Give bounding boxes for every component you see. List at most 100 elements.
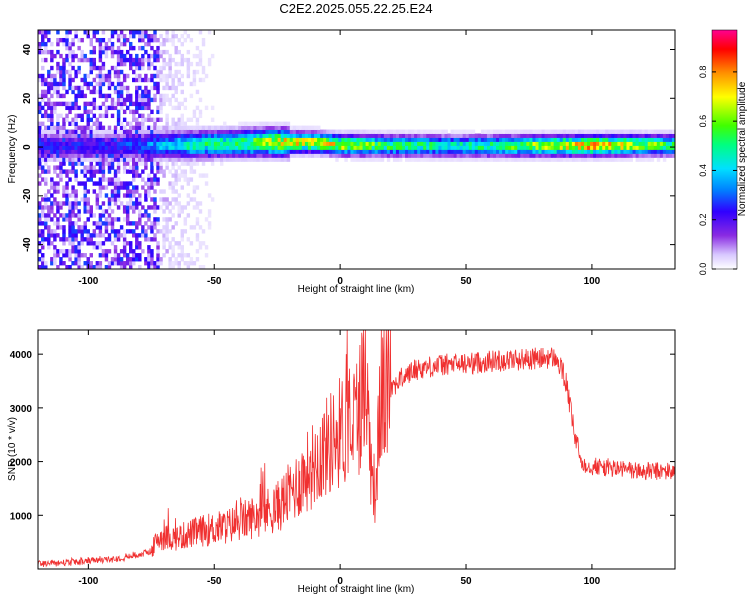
heatmap-cell — [107, 221, 112, 226]
heatmap-cell — [95, 193, 100, 198]
heatmap-cell — [226, 149, 230, 154]
heatmap-cell — [347, 137, 351, 142]
heatmap-cell — [107, 237, 112, 242]
heatmap-cell — [477, 153, 482, 158]
heatmap-cell — [122, 153, 127, 158]
heatmap-cell — [59, 81, 63, 87]
heatmap-cell — [150, 77, 154, 83]
heatmap-cell — [347, 129, 351, 134]
heatmap-cell — [92, 265, 97, 269]
heatmap-cell — [274, 137, 279, 142]
heatmap-cell — [602, 129, 606, 134]
heatmap-cell — [529, 141, 533, 146]
heatmap-cell — [556, 137, 561, 142]
heatmap-cell — [147, 141, 151, 146]
heatmap-cell — [71, 117, 75, 123]
heatmap-cell — [150, 117, 154, 123]
heatmap-cell — [311, 153, 315, 158]
heatmap-cell — [62, 101, 66, 107]
heatmap-cell — [53, 101, 57, 107]
heatmap-cell — [141, 121, 145, 126]
heatmap-cell — [216, 137, 221, 142]
heatmap-cell — [80, 93, 84, 99]
heatmap-cell — [441, 141, 445, 146]
heatmap-cell — [314, 125, 318, 130]
heatmap-cell — [86, 129, 90, 134]
heatmap-cell — [514, 145, 518, 150]
heatmap-cell — [122, 57, 127, 63]
heatmap-cell — [113, 105, 118, 111]
heatmap-cell — [129, 197, 133, 202]
heatmap-cell — [574, 157, 579, 162]
heatmap-cell — [138, 125, 142, 130]
heatmap-cell — [335, 137, 339, 142]
heatmap-cell — [141, 105, 145, 111]
heatmap-cell — [159, 125, 163, 130]
heatmap-cell — [56, 121, 60, 126]
heatmap-cell — [629, 157, 633, 162]
heatmap-cell — [144, 237, 148, 242]
heatmap-cell — [210, 117, 215, 123]
heatmap-cell — [426, 145, 430, 150]
heatmap-cell — [371, 145, 376, 150]
heatmap-cell — [62, 241, 66, 246]
heatmap-cell — [125, 229, 130, 234]
heatmap-cell — [41, 133, 45, 138]
heatmap-cell — [456, 137, 461, 142]
heatmap-cell — [304, 137, 309, 142]
heatmap-cell — [65, 213, 69, 218]
heatmap-cell — [411, 141, 415, 146]
heatmap-cell — [156, 89, 160, 95]
heatmap-cell — [74, 137, 78, 142]
heatmap-cell — [256, 129, 260, 134]
heatmap-cell — [122, 233, 127, 238]
heatmap-cell — [523, 137, 527, 142]
heatmap-cell — [456, 141, 461, 146]
heatmap-cell — [350, 129, 354, 134]
heatmap-cell — [362, 145, 366, 150]
heatmap-cell — [432, 157, 436, 162]
heatmap-cell — [168, 125, 172, 130]
heatmap-cell — [174, 69, 178, 75]
heatmap-cell — [101, 221, 106, 226]
heatmap-cell — [177, 201, 181, 206]
heatmap-cell — [444, 129, 448, 134]
heatmap-cell — [125, 137, 130, 142]
heatmap-cell — [411, 129, 415, 134]
heatmap-cell — [344, 149, 348, 154]
heatmap-cell — [92, 105, 97, 111]
heatmap-cell — [159, 53, 163, 59]
heatmap-cell — [89, 149, 93, 154]
heatmap-cell — [368, 149, 373, 154]
heatmap-cell — [450, 153, 454, 158]
heatmap-cell — [95, 30, 100, 35]
heatmap-cell — [162, 253, 166, 258]
heatmap-cell — [168, 53, 172, 59]
heatmap-cell — [53, 125, 57, 130]
heatmap-cell — [259, 145, 263, 150]
heatmap-cell — [74, 169, 78, 174]
heatmap-cell — [453, 129, 457, 134]
heatmap-cell — [144, 229, 148, 234]
heatmap-cell — [374, 133, 379, 138]
heatmap-cell — [189, 129, 194, 134]
heatmap-cell — [116, 77, 121, 83]
heatmap-cell — [156, 241, 160, 246]
heatmap-cell — [144, 145, 148, 150]
heatmap-cell — [398, 153, 403, 158]
heatmap-cell — [371, 141, 376, 146]
heatmap-cell — [53, 253, 57, 258]
heatmap-cell — [150, 257, 154, 262]
heatmap-cell — [129, 65, 133, 71]
heatmap-cell — [59, 157, 63, 162]
heatmap-cell — [189, 145, 194, 150]
heatmap-cell — [198, 61, 203, 67]
heatmap-cell — [62, 65, 66, 71]
heatmap-cell — [41, 261, 45, 266]
heatmap-cell — [359, 145, 363, 150]
heatmap-cell — [192, 77, 197, 83]
heatmap-cell — [459, 141, 464, 146]
heatmap-cell — [122, 61, 127, 67]
heatmap-cell — [265, 129, 269, 134]
heatmap-cell — [268, 157, 272, 162]
